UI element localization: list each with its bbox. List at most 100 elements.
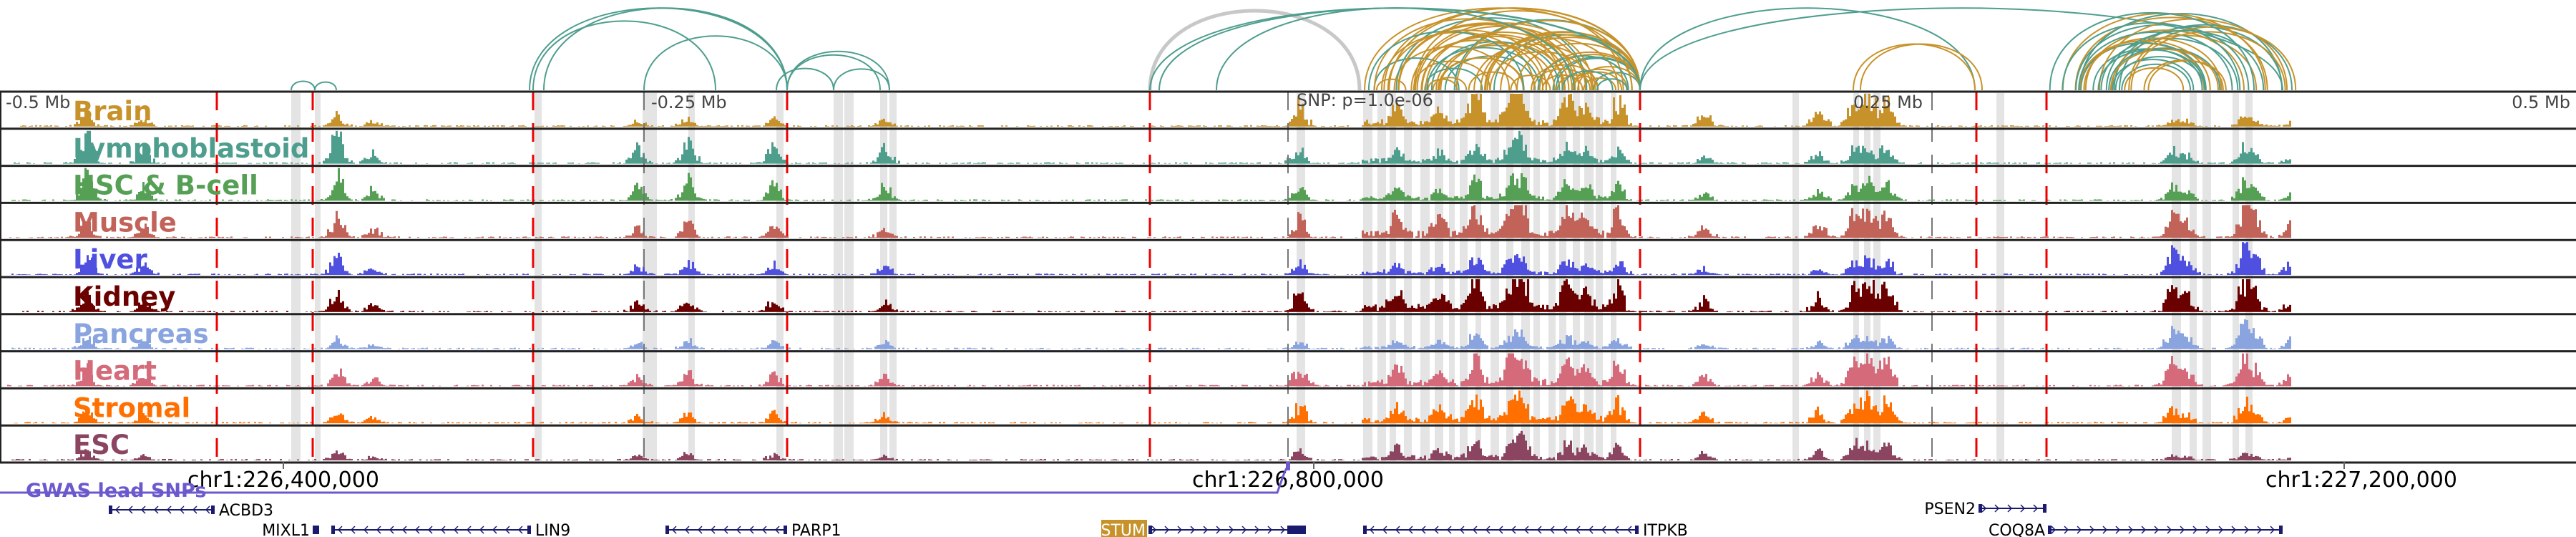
signal-bar: [1257, 125, 1259, 127]
signal-bar: [1518, 258, 1521, 275]
signal-bar: [1712, 121, 1714, 127]
signal-bar: [1591, 226, 1594, 238]
signal-bar: [877, 344, 879, 349]
signal-bar: [1679, 237, 1682, 238]
signal-bar: [1877, 266, 1879, 275]
signal-bar: [434, 125, 436, 127]
signal-bar: [1336, 311, 1338, 312]
signal-bar: [91, 120, 93, 127]
signal-bar: [1405, 344, 1407, 349]
signal-bar: [1527, 190, 1529, 201]
signal-bar: [1538, 159, 1540, 164]
signal-bar: [117, 236, 119, 238]
signal-bar: [1819, 297, 1821, 312]
signal-bar: [623, 309, 625, 312]
signal-bar: [1254, 311, 1257, 312]
signal-bar: [351, 236, 353, 238]
signal-bar: [874, 161, 877, 164]
signal-bar: [716, 199, 718, 201]
signal-bar: [1409, 271, 1411, 275]
signal-bar: [1821, 343, 1823, 349]
signal-bar: [1040, 126, 1042, 127]
signal-bar: [1340, 163, 1342, 164]
signal-bar: [789, 311, 791, 312]
signal-bar: [1557, 344, 1559, 349]
signal-bar: [1181, 125, 1184, 127]
signal-bar: [1518, 130, 1521, 164]
signal-bar: [1540, 235, 1542, 238]
signal-bar: [1121, 126, 1123, 127]
signal-bar: [454, 200, 456, 201]
signal-bar: [351, 199, 353, 201]
signal-bar: [784, 273, 786, 275]
signal-bar: [2126, 125, 2128, 127]
signal-bar: [1317, 274, 1319, 275]
signal-bar: [327, 273, 329, 275]
signal-bar: [2283, 304, 2285, 312]
signal-bar: [286, 274, 288, 275]
signal-bar: [1370, 347, 1372, 349]
signal-bar: [1943, 274, 1946, 275]
signal-bar: [1398, 218, 1400, 238]
signal-bar: [2253, 186, 2255, 201]
signal-bar: [1746, 274, 1748, 275]
chromatin-loop: [1424, 67, 1483, 91]
signal-bar: [894, 274, 896, 275]
signal-bar: [1589, 226, 1591, 238]
signal-bar: [168, 311, 170, 312]
signal-bar: [1581, 294, 1583, 312]
signal-bar: [613, 274, 615, 275]
signal-bar: [1065, 163, 1068, 164]
signal-bar: [1308, 273, 1310, 275]
signal-bar: [200, 200, 203, 201]
signal-bar: [2173, 191, 2175, 201]
signal-bar: [2021, 236, 2023, 238]
signal-bar: [638, 225, 640, 238]
signal-bar: [1087, 125, 1089, 127]
signal-bar: [200, 237, 203, 238]
signal-bar: [333, 342, 336, 349]
signal-bar: [1102, 125, 1104, 127]
signal-bar: [1141, 311, 1143, 312]
signal-bar: [1621, 225, 1624, 238]
signal-bar: [1673, 125, 1675, 127]
signal-bar: [110, 348, 112, 349]
signal-bar: [859, 311, 862, 312]
signal-bar: [746, 125, 748, 127]
signal-bar: [2235, 263, 2238, 275]
signal-bar: [1471, 279, 1473, 312]
signal-bar: [625, 159, 628, 164]
signal-bar: [834, 237, 836, 238]
signal-bar: [1405, 274, 1407, 275]
signal-bar: [1894, 271, 1896, 275]
signal-bar: [956, 347, 958, 349]
signal-bar: [1555, 231, 1557, 238]
signal-bar: [1699, 269, 1701, 275]
signal-bar: [1864, 221, 1866, 238]
signal-bar: [452, 237, 454, 238]
signal-bar: [1179, 163, 1181, 164]
signal-bar: [2081, 199, 2083, 201]
signal-bar: [1495, 159, 1497, 164]
signal-bar: [394, 236, 396, 238]
signal-bar: [812, 274, 814, 275]
signal-bar: [640, 157, 643, 164]
signal-bar: [69, 236, 72, 238]
signal-bar: [1473, 205, 1475, 238]
signal-bar: [52, 274, 54, 275]
signal-bar: [329, 262, 331, 275]
signal-bar: [688, 173, 690, 201]
signal-bar: [2094, 237, 2096, 238]
signal-bar: [1439, 266, 1441, 275]
signal-bar: [2177, 191, 2180, 201]
signal-bar: [1896, 301, 1898, 312]
signal-bar: [701, 125, 703, 127]
signal-bar: [1615, 157, 1617, 164]
signal-bar: [2132, 162, 2135, 164]
signal-bar: [175, 236, 177, 238]
signal-bar: [82, 338, 84, 349]
signal-bar: [145, 341, 147, 349]
signal-bar: [1467, 153, 1469, 164]
signal-bar: [383, 125, 385, 127]
signal-bar: [1276, 125, 1278, 127]
